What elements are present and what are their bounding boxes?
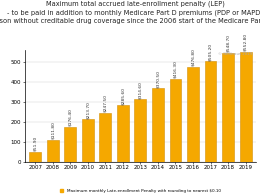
- Bar: [82, 120, 94, 162]
- Bar: [240, 52, 251, 162]
- Text: Maximum total accrued late-enrollment penalty (LEP)
- to be paid in addition to : Maximum total accrued late-enrollment pe…: [0, 1, 260, 24]
- Bar: [222, 53, 234, 162]
- Text: $176.40: $176.40: [68, 108, 72, 126]
- Text: $552.80: $552.80: [244, 33, 248, 51]
- Text: $476.80: $476.80: [191, 48, 195, 66]
- Text: $247.50: $247.50: [103, 94, 107, 112]
- Text: $285.60: $285.60: [121, 87, 125, 105]
- Bar: [117, 105, 129, 162]
- Bar: [134, 99, 146, 162]
- Text: $505.20: $505.20: [209, 43, 212, 61]
- Bar: [99, 113, 111, 162]
- Bar: [170, 79, 181, 162]
- Text: $416.30: $416.30: [173, 61, 178, 78]
- Bar: [205, 61, 217, 162]
- Legend: Maximum monthly Late-enrollment Penalty with rounding to nearest $0.10: Maximum monthly Late-enrollment Penalty …: [60, 189, 221, 193]
- Bar: [64, 127, 76, 162]
- Text: $314.60: $314.60: [138, 81, 142, 99]
- Bar: [29, 152, 41, 162]
- Text: $548.70: $548.70: [226, 34, 230, 52]
- Text: $111.80: $111.80: [51, 121, 55, 139]
- Text: © GilStraus 2019: © GilStraus 2019: [218, 52, 252, 56]
- Bar: [187, 67, 199, 162]
- Text: $370.50: $370.50: [156, 70, 160, 87]
- Bar: [152, 88, 164, 162]
- Bar: [47, 140, 59, 162]
- Text: $51.90: $51.90: [33, 136, 37, 151]
- Text: $213.70: $213.70: [86, 101, 90, 119]
